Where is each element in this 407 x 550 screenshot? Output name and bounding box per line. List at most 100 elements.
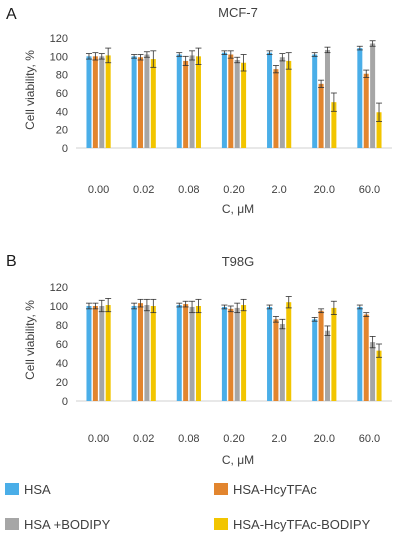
x-tick-label: 2.0 — [271, 433, 286, 445]
x-axis-title: C, μM — [222, 202, 254, 216]
bar — [241, 305, 247, 401]
bar — [221, 52, 227, 148]
bar — [228, 308, 234, 401]
bar — [183, 60, 189, 148]
x-tick-label: 0.20 — [223, 184, 244, 196]
legend-label: HSA-HcyTFAc — [233, 482, 317, 497]
bar — [86, 56, 92, 149]
bar — [105, 305, 111, 401]
bar — [92, 56, 98, 149]
y-tick-label: 60 — [56, 88, 68, 100]
bar — [286, 60, 292, 148]
legend-item: HSA +BODIPY — [5, 517, 111, 532]
y-tick-label: 120 — [50, 282, 68, 294]
legend-label: HSA-HcyTFAc-BODIPY — [233, 517, 371, 532]
bar — [357, 306, 363, 401]
bar — [363, 314, 369, 401]
y-tick-label: 0 — [62, 143, 68, 155]
legend-swatch — [214, 518, 228, 530]
legend-swatch — [5, 483, 19, 495]
bar — [279, 57, 285, 148]
y-tick-label: 20 — [56, 125, 68, 137]
x-tick-label: 0.02 — [133, 433, 154, 445]
bar — [138, 303, 144, 401]
bar — [99, 306, 105, 401]
x-tick-label: 60.0 — [359, 433, 380, 445]
y-tick-label: 80 — [56, 320, 68, 332]
bar — [144, 305, 150, 401]
bar — [286, 302, 292, 401]
legend-swatch — [5, 518, 19, 530]
legend-item: HSA-HcyTFAc — [214, 482, 317, 497]
bar — [131, 56, 137, 149]
bar — [267, 52, 273, 148]
legend-item: HSA-HcyTFAc-BODIPY — [214, 517, 371, 532]
panel-letter: B — [6, 253, 17, 270]
x-tick-label: 2.0 — [271, 184, 286, 196]
legend-swatch — [214, 483, 228, 495]
bar — [195, 306, 201, 401]
bar — [331, 307, 337, 401]
bar — [279, 324, 285, 401]
bar — [183, 304, 189, 401]
bar — [324, 330, 330, 401]
bar — [318, 310, 324, 401]
x-tick-label: 20.0 — [314, 433, 335, 445]
bar — [357, 48, 363, 149]
bar — [273, 319, 279, 401]
bar — [312, 319, 318, 401]
x-tick-label: 0.08 — [178, 184, 199, 196]
x-tick-label: 0.00 — [88, 433, 109, 445]
bar — [312, 54, 318, 148]
y-tick-label: 40 — [56, 106, 68, 118]
bar — [376, 350, 382, 401]
bar — [138, 57, 144, 148]
bar — [234, 307, 240, 401]
bar — [150, 59, 156, 149]
bar — [370, 342, 376, 401]
bar — [99, 56, 105, 149]
chart-title: T98G — [222, 254, 255, 269]
bar — [221, 306, 227, 401]
bar — [324, 49, 330, 148]
y-tick-label: 80 — [56, 70, 68, 82]
y-tick-label: 60 — [56, 339, 68, 351]
bar — [370, 43, 376, 148]
y-tick-label: 20 — [56, 377, 68, 389]
y-tick-label: 0 — [62, 396, 68, 408]
bar — [176, 54, 182, 148]
bar — [189, 55, 195, 148]
bar — [363, 73, 369, 148]
bar — [150, 306, 156, 401]
x-tick-label: 0.02 — [133, 184, 154, 196]
bar — [228, 54, 234, 148]
bar — [241, 62, 247, 148]
x-tick-label: 20.0 — [314, 184, 335, 196]
bar — [86, 306, 92, 401]
bar — [176, 305, 182, 401]
x-tick-label: 60.0 — [359, 184, 380, 196]
bar — [273, 69, 279, 148]
bar — [318, 83, 324, 148]
bar — [92, 306, 98, 401]
bar — [189, 306, 195, 401]
x-axis-title: C, μM — [222, 453, 254, 467]
bar — [331, 102, 337, 148]
panel-letter: A — [6, 6, 17, 23]
y-axis-title: Cell viability, % — [23, 300, 37, 380]
y-tick-label: 100 — [50, 301, 68, 313]
x-tick-label: 0.20 — [223, 433, 244, 445]
chart-panel-a: A MCF-7 0 20 40 60 80 100 120 Cell viability, % 0.… — [6, 5, 392, 216]
bar — [234, 60, 240, 148]
bar — [376, 112, 382, 148]
bar — [131, 306, 137, 401]
bar — [195, 56, 201, 149]
x-tick-label: 0.08 — [178, 433, 199, 445]
bar — [144, 54, 150, 148]
chart-panel-b: B T98G 0 20 40 60 80 100 120 Cell viability, % 0.0… — [6, 253, 392, 467]
legend-label: HSA — [24, 482, 51, 497]
bar — [105, 55, 111, 148]
y-tick-label: 100 — [50, 51, 68, 63]
legend-item: HSA — [5, 482, 51, 497]
